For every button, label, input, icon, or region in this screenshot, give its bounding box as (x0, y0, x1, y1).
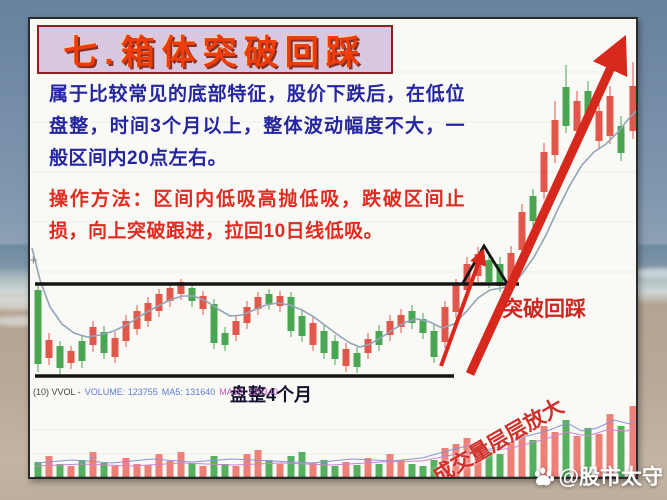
page-title: 七.箱体突破回踩 (63, 34, 367, 72)
volume-indicator: (10) VVOL - VOLUME: 123755 MA5: 131640 MA10… (33, 387, 282, 397)
chart-card: + 七.箱体突破回踩 属于比较常见的底部特征，股价下跌后，在低位盘整，时间3个月… (28, 17, 638, 479)
title-banner: 七.箱体突破回踩 (37, 25, 393, 74)
consolidation-label: 盘整4个月 (230, 385, 313, 405)
beach-foam-streak (0, 316, 50, 326)
operation-method: 操作方法：区间内低吸高抛低吸，跌破区间止损，向上突破跟进，拉回10日线低吸。 (49, 189, 465, 242)
watermark-handle: @股市太守 (558, 466, 663, 489)
candlestick-chart: + (30, 34, 636, 477)
volume-indicator-segment: MA10: 120340 (219, 387, 278, 397)
volume-indicator-segment: VOLUME: 123755 (84, 387, 158, 397)
pattern-description: 属于比较常见的底部特征，股价下跌后，在低位盘整，时间3个月以上，整体波动幅度不大… (49, 84, 465, 169)
baidu-paw-icon (534, 466, 554, 485)
watermark: @股市太守 (532, 461, 663, 491)
beach-foam-streak (630, 268, 667, 278)
svg-text:+: + (30, 252, 38, 269)
breakout-pullback-label: 突破回踩 (502, 298, 586, 321)
volume-indicator-segment: (10) VVOL - (33, 387, 81, 397)
volume-indicator-segment: MA5: 131640 (161, 387, 216, 397)
